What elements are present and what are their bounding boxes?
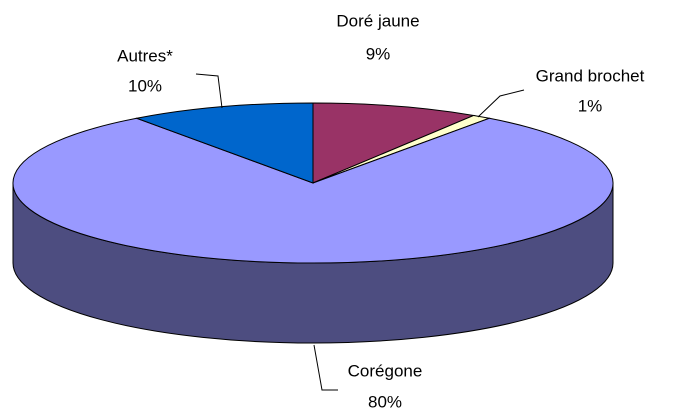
leader-line [313,344,338,391]
pie [12,102,614,344]
slice [312,102,476,184]
slice-value-label: 9% [366,44,391,63]
slice-value-label: 1% [578,96,603,115]
slice-value-label: 80% [368,392,402,411]
leader-line [195,73,223,109]
slice-label: Autres* [117,46,173,65]
leader-line [477,89,525,118]
slice [134,102,314,184]
slice-label: Grand brochet [536,66,645,85]
slice [12,117,614,264]
slice-value-label: 10% [128,76,162,95]
slice-label: Corégone [348,361,423,380]
slice-label: Doré jaune [336,11,419,30]
